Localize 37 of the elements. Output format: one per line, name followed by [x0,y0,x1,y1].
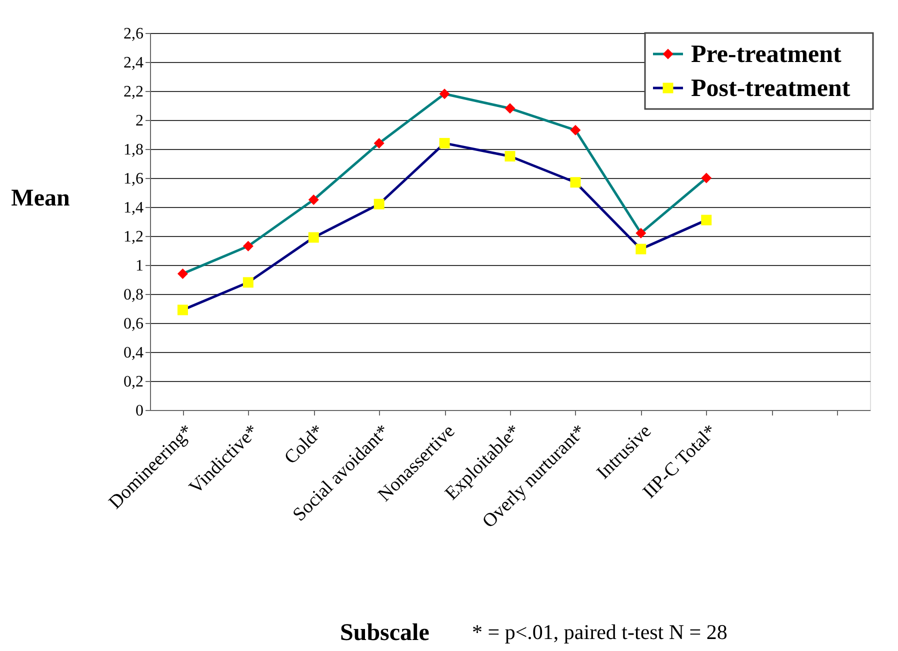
y-tick-label: 1 [136,258,144,274]
point [504,103,516,114]
point [570,124,581,136]
point [374,138,384,148]
point [570,177,581,188]
y-tick-label: 1,4 [124,200,144,216]
point [374,198,384,210]
y-tick-label: 2 [136,112,144,130]
y-tick-label: 1,8 [124,142,144,158]
legend-label: Pre-treatment [691,41,842,68]
legend-label: Post-treatment [691,75,851,102]
y-axis-title: Mean [11,186,70,212]
point [242,277,254,288]
y-tick-label: 0,4 [124,344,144,362]
point [636,228,646,238]
y-tick-label: 2,4 [124,54,144,72]
point [701,172,712,184]
x-axis-title: Subscale [340,620,430,646]
point [636,244,646,254]
y-tick-label: 0,2 [124,374,144,390]
point [308,232,319,243]
point [439,88,450,100]
point [504,151,516,162]
y-tick-label: 0,8 [124,286,144,304]
point [177,268,188,279]
y-tick-label: 0,6 [124,316,144,332]
point [242,240,254,252]
y-tick-label: 0 [136,402,144,420]
text: * = p<.01, paired t-test N = 28 [472,620,728,644]
y-tick-label: 2,2 [124,84,144,100]
point [308,194,319,205]
y-tick-label: 2,6 [124,26,144,42]
y-tick-label: 1,2 [124,228,144,246]
point [177,304,188,316]
y-tick-label: 1,6 [124,170,144,188]
point [439,138,450,148]
point [701,214,712,226]
